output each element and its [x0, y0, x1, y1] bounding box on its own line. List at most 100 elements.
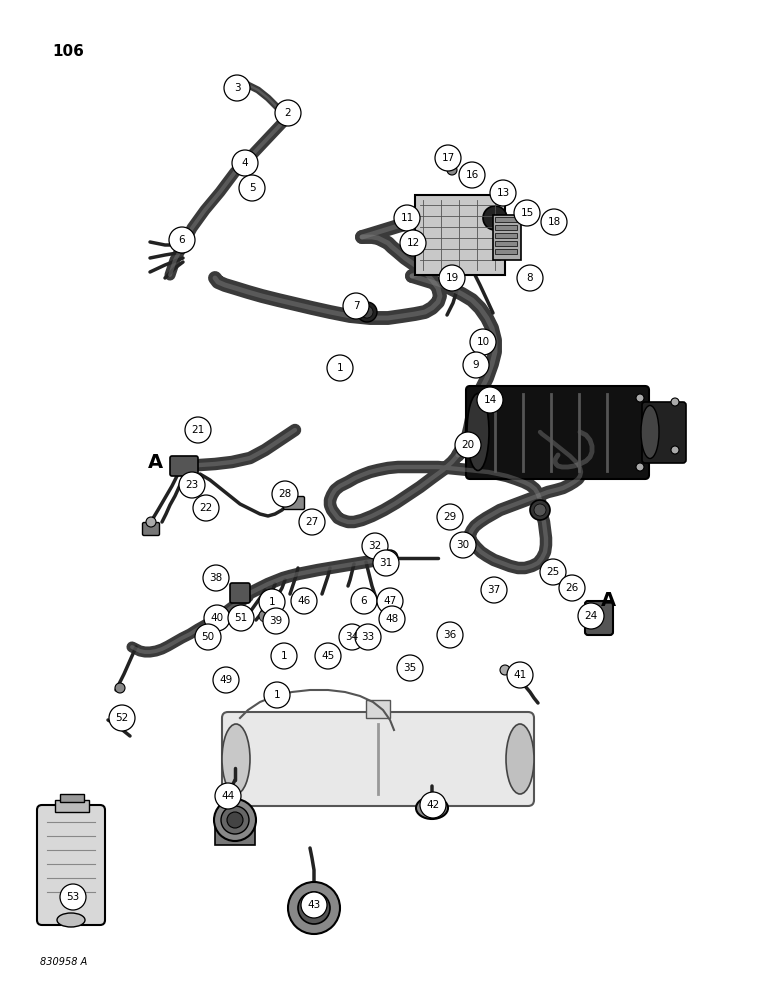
Text: 46: 46 [297, 596, 310, 606]
Circle shape [545, 563, 553, 571]
Ellipse shape [222, 724, 250, 794]
Text: 1: 1 [274, 690, 280, 700]
Circle shape [385, 591, 399, 605]
FancyBboxPatch shape [642, 402, 686, 463]
Circle shape [671, 398, 679, 406]
Circle shape [285, 495, 295, 505]
Text: 1: 1 [337, 363, 343, 373]
Circle shape [193, 495, 219, 521]
Text: 15: 15 [520, 208, 534, 218]
Circle shape [379, 606, 405, 632]
Circle shape [259, 589, 285, 615]
Circle shape [351, 588, 377, 614]
Text: 22: 22 [200, 503, 213, 513]
Circle shape [339, 624, 365, 650]
Circle shape [507, 662, 533, 688]
Text: 18: 18 [548, 217, 561, 227]
Circle shape [202, 629, 216, 643]
Text: 38: 38 [209, 573, 222, 583]
Circle shape [435, 145, 461, 171]
Text: 27: 27 [306, 517, 318, 527]
Circle shape [463, 172, 473, 182]
Text: 32: 32 [368, 541, 381, 551]
Circle shape [203, 565, 229, 591]
Text: A: A [147, 452, 162, 472]
Text: 31: 31 [379, 558, 392, 568]
Bar [495, 241, 517, 246]
Circle shape [264, 682, 290, 708]
Text: 36: 36 [443, 630, 456, 640]
Bar [215, 820, 255, 845]
Text: 11: 11 [400, 213, 413, 223]
Circle shape [481, 577, 507, 603]
Circle shape [484, 392, 496, 404]
Bar [55, 800, 89, 812]
Circle shape [357, 629, 371, 643]
Circle shape [671, 446, 679, 454]
Circle shape [291, 588, 317, 614]
Circle shape [534, 504, 546, 516]
Circle shape [299, 509, 325, 535]
Circle shape [439, 265, 465, 291]
Circle shape [578, 603, 604, 629]
Bar [415, 195, 505, 275]
Circle shape [450, 532, 476, 558]
Circle shape [470, 358, 482, 370]
Bar [495, 225, 517, 230]
Text: 830958 A: 830958 A [40, 957, 87, 967]
Circle shape [636, 463, 644, 471]
Circle shape [327, 355, 353, 381]
Text: 30: 30 [456, 540, 470, 550]
Circle shape [550, 570, 558, 578]
Text: 20: 20 [462, 440, 474, 450]
Ellipse shape [506, 724, 534, 794]
Bar [495, 233, 517, 238]
Circle shape [397, 655, 423, 681]
Circle shape [540, 559, 566, 585]
FancyBboxPatch shape [466, 386, 649, 479]
Ellipse shape [214, 799, 256, 841]
Circle shape [275, 100, 301, 126]
Bar [366, 700, 390, 718]
Circle shape [420, 792, 446, 818]
Text: 10: 10 [477, 337, 490, 347]
Circle shape [463, 352, 489, 378]
Text: 51: 51 [234, 613, 247, 623]
Text: 7: 7 [353, 301, 360, 311]
Circle shape [235, 610, 247, 622]
Text: 33: 33 [361, 632, 374, 642]
Circle shape [146, 517, 156, 527]
Text: 1: 1 [281, 651, 287, 661]
Text: 9: 9 [473, 360, 480, 370]
Circle shape [394, 205, 420, 231]
Text: 47: 47 [384, 596, 396, 606]
Circle shape [185, 417, 211, 443]
Circle shape [297, 593, 311, 607]
Circle shape [514, 200, 540, 226]
Ellipse shape [221, 806, 249, 834]
Circle shape [306, 900, 322, 916]
Circle shape [204, 605, 230, 631]
Text: 45: 45 [321, 651, 335, 661]
Text: A: A [601, 591, 615, 610]
Circle shape [259, 610, 271, 622]
Circle shape [301, 892, 327, 918]
Circle shape [373, 550, 399, 576]
Text: 14: 14 [484, 395, 497, 405]
Circle shape [358, 591, 372, 605]
Circle shape [559, 575, 585, 601]
Circle shape [361, 306, 373, 318]
Text: 6: 6 [360, 596, 367, 606]
Text: 34: 34 [346, 632, 359, 642]
Text: 52: 52 [115, 713, 129, 723]
Bar [60, 794, 84, 802]
Circle shape [298, 892, 330, 924]
Circle shape [355, 624, 381, 650]
Circle shape [179, 472, 205, 498]
Circle shape [272, 481, 298, 507]
FancyBboxPatch shape [283, 496, 304, 510]
Text: 1: 1 [268, 597, 275, 607]
Text: 4: 4 [242, 158, 248, 168]
Circle shape [490, 180, 516, 206]
Circle shape [269, 593, 283, 607]
